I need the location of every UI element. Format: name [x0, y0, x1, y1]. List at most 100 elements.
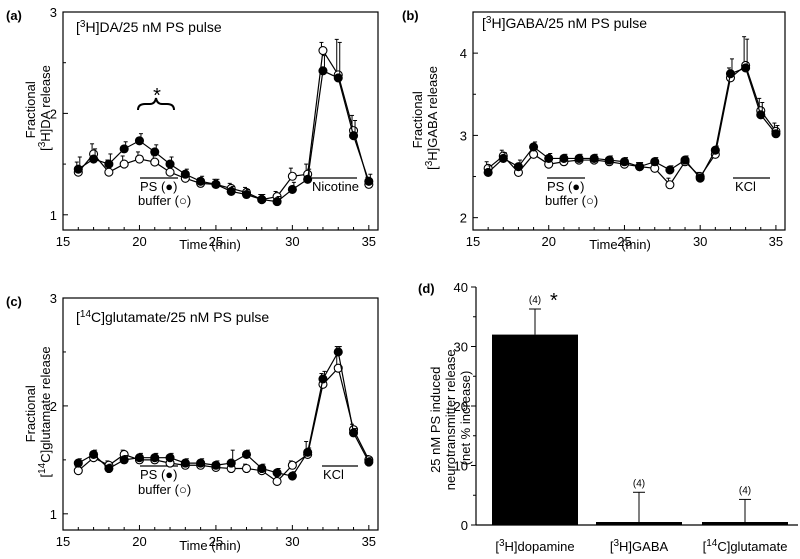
y-axis-label-line1: Fractional [410, 91, 425, 148]
data-point-ps [104, 159, 114, 169]
y-tick-label: 2 [50, 106, 57, 121]
data-point-ps [104, 463, 114, 474]
data-point-ps [196, 458, 206, 468]
data-point-ps [604, 155, 614, 165]
y-tick-label: 10 [454, 459, 468, 474]
data-point-ps [771, 129, 781, 139]
x-tick-label: 20 [132, 234, 146, 249]
y-axis-label: 25 nM PS induced neurotransmitter releas… [428, 346, 473, 491]
category-label: [14C]glutamate [703, 538, 788, 554]
panel-d: (d) 25 nM PS induced neurotransmitter re… [418, 280, 798, 554]
significance-bracket [137, 97, 175, 111]
x-tick-label: 35 [769, 234, 783, 249]
significance-star: * [550, 290, 558, 312]
x-tick-label: 35 [362, 534, 376, 549]
y-axis-label: Fractional [3H]DA release [23, 65, 53, 151]
legend-ps: PS (●) [547, 179, 585, 194]
y-tick-label: 2 [460, 211, 467, 226]
data-point-ps [226, 458, 236, 468]
data-point-buffer [665, 180, 675, 190]
plot-frame [62, 297, 379, 531]
data-point-ps [710, 145, 720, 155]
y-tick-label: 2 [50, 399, 57, 414]
y-tick-label: 4 [460, 46, 467, 61]
data-point-ps [303, 174, 313, 184]
data-point-ps [559, 153, 569, 163]
y-tick-label: 1 [50, 208, 57, 223]
data-point-ps [180, 169, 190, 179]
chart-title: [3H]GABA/25 nM PS pulse [482, 15, 647, 31]
sample-size-label: (4) [739, 485, 751, 496]
data-point-ps [741, 63, 751, 73]
data-point-ps [589, 153, 599, 163]
data-point-ps [211, 460, 221, 470]
sample-size-label: (4) [633, 478, 645, 489]
data-point-ps [544, 153, 554, 163]
data-point-ps [150, 147, 160, 157]
data-point-buffer [287, 171, 297, 181]
data-point-ps [134, 453, 145, 463]
data-point-ps [150, 453, 160, 463]
legend-ps: PS (●) [140, 179, 178, 194]
open-circle-icon: ○ [586, 193, 594, 208]
category-label: [3H]dopamine [495, 538, 574, 554]
x-tick-label: 30 [285, 234, 299, 249]
data-point-buffer [272, 476, 282, 486]
filled-circle-icon: ● [165, 467, 173, 482]
data-point-ps [257, 195, 267, 205]
data-point-ps [165, 159, 175, 169]
y-axis-label: Fractional [14C]glutamate release [23, 346, 53, 477]
y-tick-label: 0 [461, 518, 468, 533]
data-point-ps [272, 468, 282, 478]
data-point-ps [89, 449, 99, 460]
series-line-ps [487, 67, 777, 180]
data-point-ps [134, 136, 145, 146]
panel-label: (a) [6, 8, 22, 23]
data-point-buffer [150, 157, 160, 167]
x-axis-label: Time (min) [589, 237, 651, 252]
filled-circle-icon: ● [572, 179, 580, 194]
stimulus-label: Nicotine [312, 179, 359, 194]
data-point-ps [241, 449, 252, 460]
data-point-ps [257, 463, 267, 474]
data-point-ps [196, 176, 206, 186]
x-tick-label: 20 [541, 234, 555, 249]
data-point-ps [725, 69, 736, 79]
data-point-ps [318, 66, 328, 76]
y-tick-label: 40 [454, 280, 468, 295]
data-point-ps [287, 184, 297, 194]
data-point-ps [119, 144, 129, 154]
data-point-ps [756, 110, 766, 120]
x-tick-label: 35 [362, 234, 376, 249]
x-tick-label: 30 [693, 234, 707, 249]
open-circle-icon: ○ [179, 193, 187, 208]
x-axis-label: Time (min) [179, 538, 241, 553]
data-point-buffer [73, 466, 83, 476]
data-point-ps [513, 162, 523, 172]
y-tick-label: 20 [454, 399, 468, 414]
y-tick-label: 30 [454, 340, 468, 355]
data-point-ps [211, 179, 221, 189]
data-point-ps [180, 458, 190, 468]
x-tick-label: 15 [56, 534, 70, 549]
bar [702, 522, 788, 525]
data-point-ps [272, 197, 282, 207]
stimulus-label: KCl [323, 467, 344, 482]
legend-buffer: buffer (○) [138, 193, 191, 208]
chart-title: [3H]DA/25 nM PS pulse [76, 19, 222, 35]
data-point-ps [695, 173, 705, 183]
panel-label: (d) [418, 281, 435, 296]
legend-buffer: buffer (○) [138, 482, 191, 497]
chart-title: [14C]glutamate/25 nM PS pulse [76, 309, 269, 325]
filled-circle-icon: ● [165, 179, 173, 194]
series-line-buffer [487, 64, 777, 186]
panel-label: (c) [6, 294, 22, 309]
x-tick-label: 30 [285, 534, 299, 549]
data-point-buffer [134, 154, 145, 164]
data-point-ps [333, 347, 343, 357]
bar [492, 334, 578, 525]
y-axis-label: Fractional [3H]GABA release [410, 66, 440, 170]
data-point-ps [529, 142, 539, 152]
x-tick-label: 15 [466, 234, 480, 249]
